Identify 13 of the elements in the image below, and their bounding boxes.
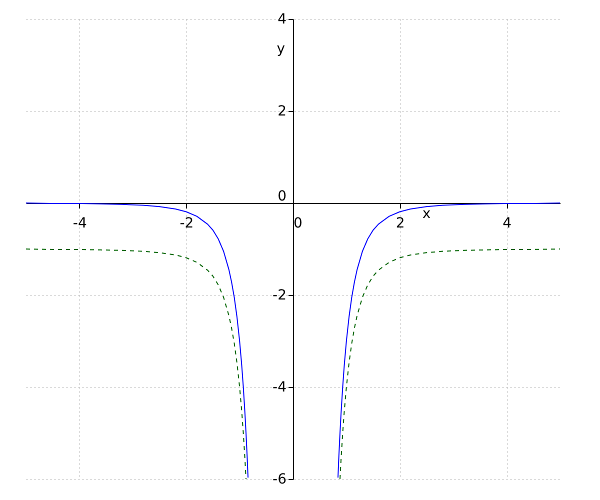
x-tick-label: 2	[396, 216, 405, 232]
y-tick-label: -4	[272, 380, 287, 396]
y-tick-label: -2	[272, 288, 286, 304]
y-tick-label: -6	[272, 472, 287, 488]
y-tick-label: 2	[278, 104, 286, 120]
y-axis-title: y	[276, 41, 285, 57]
x-tick-label: -2	[180, 216, 194, 232]
x-axis-title: x	[422, 206, 431, 222]
y-tick-label: 0	[278, 188, 286, 204]
x-tick-label: 0	[294, 216, 302, 232]
y-tick-label: 4	[278, 12, 287, 28]
x-tick-label: -4	[72, 216, 87, 232]
x-tick-label: 4	[502, 216, 512, 232]
